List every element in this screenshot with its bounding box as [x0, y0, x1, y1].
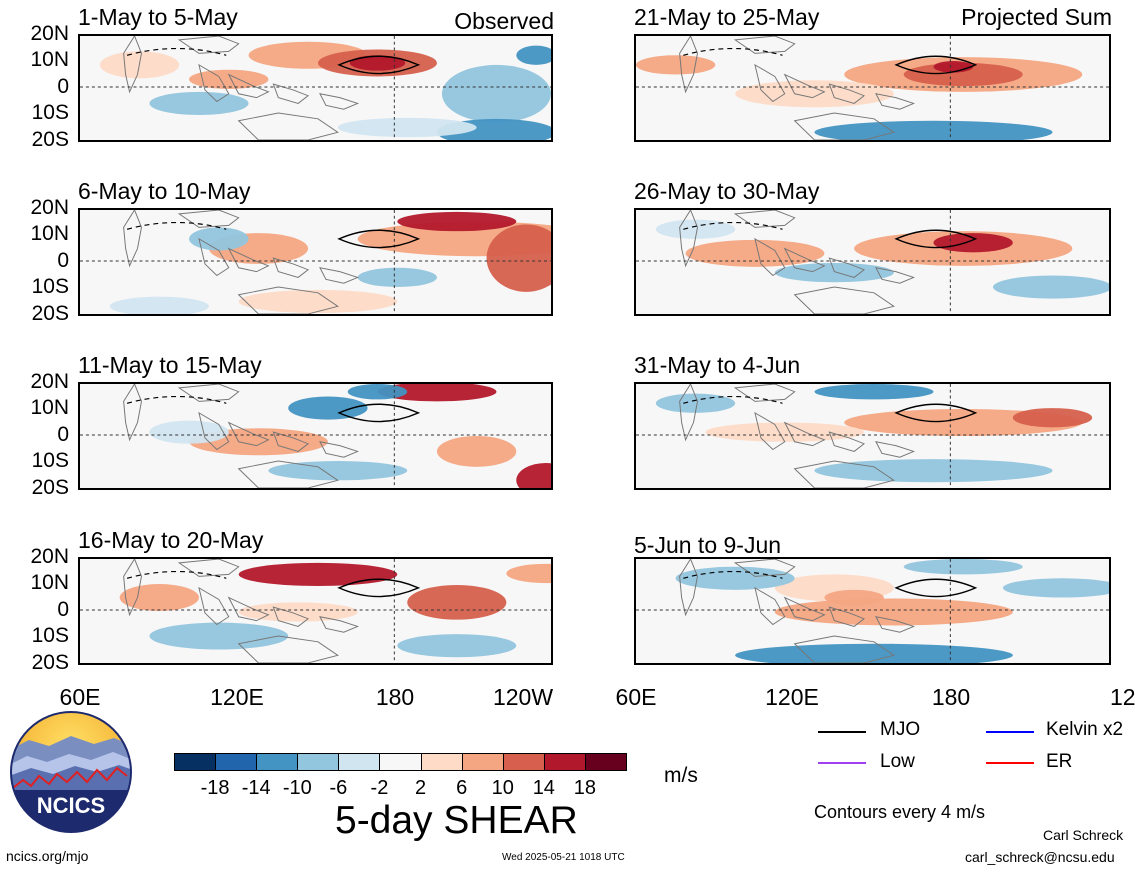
lat-label-10s-row3: 10S [31, 449, 69, 472]
lat-label-20n-row2: 20N [30, 196, 69, 219]
colorbar-swatch [543, 753, 586, 771]
lat-label-20s-row4: 20S [31, 651, 69, 674]
colorbar-title: 5-day SHEAR [335, 799, 578, 842]
colorbar-label: -6 [329, 777, 348, 799]
lon-label-120w-right: 120W [1110, 684, 1135, 710]
colorbar: -18 -14 -10 -6 -2 2 6 10 14 18 [174, 753, 627, 803]
legend-mjo-line [818, 731, 866, 733]
colorbar-label: -10 [282, 777, 312, 799]
colorbar-swatch [174, 753, 217, 771]
lat-label-10s-row4: 10S [31, 624, 69, 647]
colorbar-swatch [215, 753, 258, 771]
map-panel-2 [78, 208, 553, 316]
map-panel-7 [634, 382, 1111, 490]
map-panel-8 [634, 557, 1111, 665]
map-panel-3 [78, 382, 553, 490]
colorbar-label: -2 [370, 777, 389, 799]
lat-label-0-row2: 0 [57, 249, 69, 272]
panel-title-2: 6-May to 10-May [78, 178, 251, 204]
lat-label-0-row3: 0 [57, 423, 69, 446]
lat-label-10s-row2: 10S [31, 275, 69, 298]
colorbar-swatch [256, 753, 299, 771]
lon-label-120e-right: 120E [765, 684, 819, 710]
panel-title-7: 31-May to 4-Jun [634, 352, 801, 378]
lat-label-10n-row4: 10N [30, 571, 69, 594]
colorbar-label: 2 [414, 777, 427, 799]
lat-label-10s-row1: 10S [31, 101, 69, 124]
colorbar-swatch [297, 753, 340, 771]
lat-label-10n-row1: 10N [30, 48, 69, 71]
legend-kelvin-label: Kelvin x2 [1046, 719, 1124, 740]
colorbar-swatch [338, 753, 381, 771]
lat-label-20s-row1: 20S [31, 128, 69, 151]
lon-label-120e-left: 120E [210, 684, 264, 710]
lat-label-20n-row1: 20N [30, 22, 69, 45]
footer-email: carl_schreck@ncsu.edu [965, 849, 1115, 865]
map-panel-6 [634, 208, 1111, 316]
lat-label-20n-row4: 20N [30, 545, 69, 568]
panel-title-4: 16-May to 20-May [78, 527, 264, 553]
colorbar-swatch [461, 753, 504, 771]
lat-label-20s-row2: 20S [31, 302, 69, 325]
panel-title-5: 21-May to 25-May [634, 4, 820, 30]
colorbar-swatch [420, 753, 463, 771]
footer-url: ncics.org/mjo [6, 848, 89, 864]
panel-title-6: 26-May to 30-May [634, 178, 820, 204]
lat-label-0-row1: 0 [57, 75, 69, 98]
lon-label-180-left: 180 [375, 684, 415, 710]
lat-label-20s-row3: 20S [31, 476, 69, 499]
legend-mjo-label: MJO [880, 719, 921, 740]
colorbar-swatch [502, 753, 545, 771]
colorbar-label: -18 [200, 777, 230, 799]
panel-title-3: 11-May to 15-May [78, 352, 262, 378]
lon-label-180-right: 180 [931, 684, 971, 710]
legend-er-label: ER [1046, 751, 1073, 772]
lat-label-0-row4: 0 [57, 598, 69, 621]
lat-label-20n-row3: 20N [30, 370, 69, 393]
panel-title-1: 1-May to 5-May [78, 4, 238, 30]
lon-label-120w-left: 120W [492, 684, 554, 710]
observed-label: Observed [454, 8, 554, 34]
map-panel-1 [78, 34, 553, 142]
ncics-logo: NCICS [9, 710, 133, 834]
lon-label-60e-right: 60E [615, 684, 657, 710]
colorbar-swatch [584, 753, 627, 771]
lat-label-10n-row2: 10N [30, 222, 69, 245]
legend-er-line [986, 762, 1034, 764]
ncics-logo-text: NCICS [37, 793, 105, 818]
contour-note: Contours every 4 m/s [814, 802, 986, 822]
colorbar-label: -14 [241, 777, 271, 799]
legend-low-label: Low [880, 751, 915, 772]
colorbar-label: 6 [456, 777, 468, 799]
footer-author: Carl Schreck [1043, 827, 1124, 843]
legend-low-line [818, 762, 866, 764]
colorbar-label: 14 [532, 777, 555, 799]
legend-kelvin-line [986, 731, 1034, 733]
lon-label-60e-left: 60E [59, 684, 101, 710]
projected-sum-label: Projected Sum [961, 4, 1112, 30]
lat-label-10n-row3: 10N [30, 396, 69, 419]
panel-title-8: 5-Jun to 9-Jun [634, 532, 782, 558]
colorbar-swatch [379, 753, 422, 771]
map-panel-5 [634, 34, 1111, 142]
colorbar-label: 10 [491, 777, 514, 799]
colorbar-label: 18 [573, 777, 597, 799]
footer-timestamp: Wed 2025-05-21 1018 UTC [502, 852, 625, 863]
map-panel-4 [78, 557, 553, 665]
colorbar-units: m/s [664, 764, 698, 787]
